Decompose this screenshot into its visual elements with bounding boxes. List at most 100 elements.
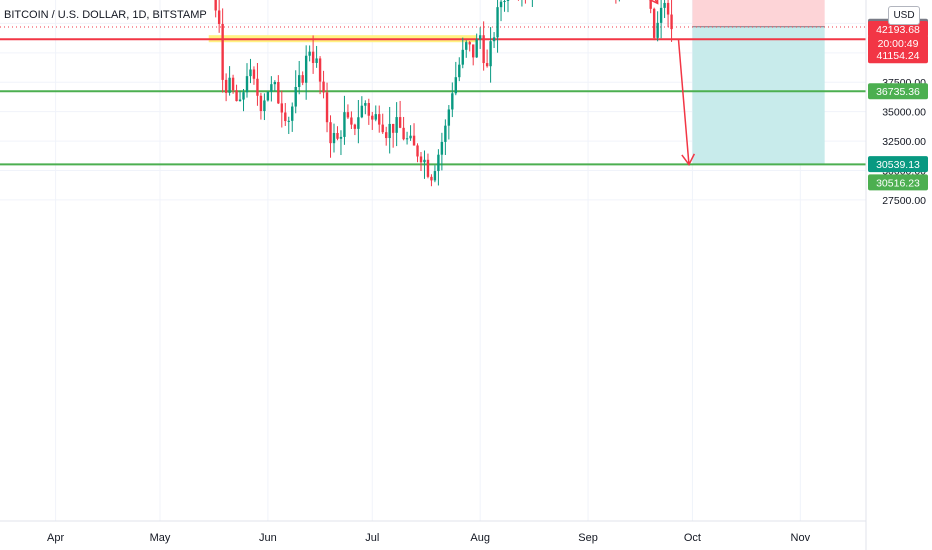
candle-body: [433, 171, 437, 181]
price-label: 36735.36: [876, 86, 920, 98]
candle-body: [426, 159, 430, 177]
candle-body: [468, 42, 471, 45]
time-axis[interactable]: Apr May Jun Jul Aug Sep Oct Nov: [47, 532, 811, 544]
candle-body: [357, 117, 360, 129]
trend-arrow-head: [648, 0, 659, 5]
candle-body: [301, 75, 304, 83]
candle-body: [228, 77, 231, 93]
candle-body: [465, 42, 468, 50]
candle-body: [423, 159, 426, 163]
candle-body: [398, 117, 402, 128]
chart-title: BITCOIN / U.S. DOLLAR, 1D, BITSTAMP: [4, 9, 207, 21]
candle-body: [235, 90, 238, 102]
chart-grid: [0, 0, 866, 521]
candle-body: [346, 112, 350, 118]
candle-body: [378, 114, 381, 125]
candle-body: [339, 136, 343, 139]
candle-body: [663, 2, 666, 8]
candle-body: [238, 99, 242, 102]
candle-body: [221, 23, 224, 80]
countdown-label: 20:00:49: [878, 38, 919, 50]
candle-body: [381, 124, 384, 133]
candle-body: [503, 0, 506, 2]
candle-body: [291, 106, 294, 121]
candle-body: [478, 35, 482, 40]
price-label: 30516.23: [876, 177, 920, 189]
position-risk-zone: [692, 0, 825, 27]
candle-body: [451, 93, 454, 110]
candle-body: [409, 135, 412, 139]
candle-body: [353, 124, 357, 129]
candle-body: [270, 84, 273, 92]
candle-body: [245, 76, 249, 93]
price-labels: 54748.5252899.7146546.0542217.6542193.68…: [868, 18, 928, 191]
candle-body: [499, 1, 503, 8]
candle-body: [259, 95, 263, 112]
candle-body: [249, 69, 252, 77]
candle-body: [472, 44, 475, 58]
candle-body: [318, 58, 322, 82]
candle-body: [659, 7, 663, 23]
candlesticks: [214, 0, 673, 187]
candle-body: [280, 103, 283, 113]
candle-body: [266, 91, 270, 101]
x-tick-label: Oct: [684, 532, 701, 544]
price-label-bg: [868, 21, 928, 38]
candle-body: [311, 51, 315, 63]
y-tick-label: 32500.00: [882, 136, 926, 148]
candle-body: [649, 0, 652, 9]
candle-body: [343, 112, 346, 137]
candle-body: [263, 100, 266, 112]
price-label: 42193.68: [876, 24, 920, 36]
candle-body: [454, 77, 457, 94]
currency-button[interactable]: USD: [888, 6, 920, 25]
candle-body: [287, 120, 290, 122]
drawing-arrows: [592, 0, 696, 167]
candle-body: [217, 10, 221, 24]
candle-body: [402, 127, 405, 140]
candle-body: [252, 69, 256, 79]
candle-body: [412, 135, 416, 146]
y-tick-label: 27500.00: [882, 195, 926, 207]
candle-body: [440, 141, 444, 155]
candle-body: [388, 123, 391, 139]
candle-body: [506, 0, 510, 1]
candle-body: [284, 112, 287, 122]
candle-body: [492, 37, 496, 42]
x-tick-label: Nov: [791, 532, 811, 544]
candle-body: [224, 79, 228, 93]
projection-arrow-head: [681, 153, 696, 167]
candle-body: [666, 2, 670, 15]
candle-body: [329, 122, 332, 144]
candle-body: [360, 105, 364, 118]
candle-body: [364, 103, 367, 106]
candle-body: [391, 123, 395, 133]
candle-body: [670, 14, 673, 30]
x-tick-label: Jul: [365, 532, 379, 544]
candle-body: [475, 39, 478, 58]
candle-body: [371, 115, 374, 120]
candle-body: [444, 125, 447, 142]
projection-arrow[interactable]: [677, 39, 690, 165]
price-label-bg: [868, 174, 928, 191]
x-tick-label: Aug: [470, 532, 490, 544]
candle-body: [430, 176, 433, 181]
y-tick-label: 45000.00: [882, 0, 926, 1]
candle-body: [489, 41, 492, 67]
candle-body: [652, 8, 656, 38]
x-tick-label: Jun: [259, 532, 277, 544]
candle-body: [304, 55, 308, 83]
candle-body: [315, 58, 318, 63]
candle-body: [308, 51, 311, 56]
trend-arrow[interactable]: [592, 0, 659, 4]
candle-body: [458, 64, 461, 78]
drawing-zones: [208, 0, 825, 165]
candle-body: [461, 49, 464, 65]
candle-body: [322, 81, 325, 93]
candle-body: [294, 86, 297, 107]
horizontal-levels: [0, 26, 866, 166]
x-tick-label: May: [150, 532, 171, 544]
candle-body: [419, 156, 423, 163]
price-label: 30539.13: [876, 159, 920, 171]
